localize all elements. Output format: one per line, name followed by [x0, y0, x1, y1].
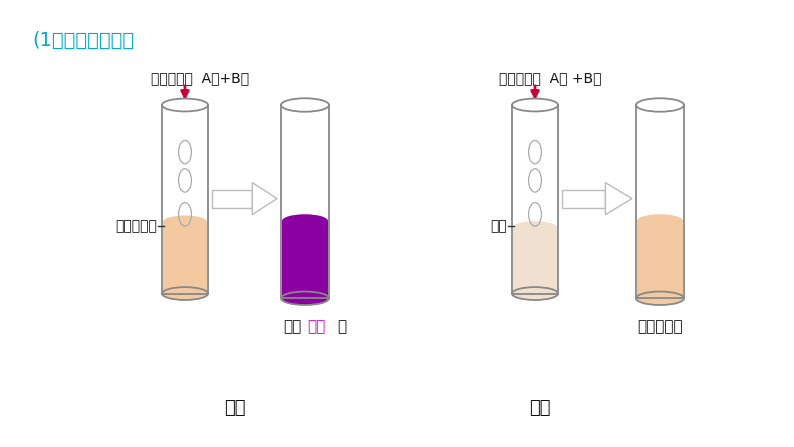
Ellipse shape	[512, 98, 558, 111]
Ellipse shape	[636, 98, 684, 112]
Bar	[163, 222, 207, 294]
Text: 清水: 清水	[490, 219, 507, 233]
Text: （变: （变	[283, 320, 301, 334]
Bar	[281, 105, 329, 298]
Ellipse shape	[637, 291, 683, 305]
Ellipse shape	[281, 291, 329, 305]
Ellipse shape	[513, 221, 557, 234]
Bar	[162, 105, 208, 294]
Bar	[212, 190, 252, 207]
Ellipse shape	[163, 215, 207, 228]
Ellipse shape	[637, 214, 683, 228]
Ellipse shape	[162, 98, 208, 111]
Text: 紫色: 紫色	[307, 320, 326, 334]
Text: 双缩脲试剂  A液+B液: 双缩脲试剂 A液+B液	[151, 71, 249, 85]
Ellipse shape	[162, 287, 208, 300]
Text: 清水: 清水	[568, 190, 584, 203]
Bar	[512, 105, 558, 294]
Ellipse shape	[512, 287, 558, 300]
Ellipse shape	[636, 291, 684, 305]
Bar	[512, 105, 558, 294]
Polygon shape	[252, 183, 277, 215]
Text: 甲管: 甲管	[224, 399, 246, 417]
Bar	[282, 221, 328, 298]
Bar	[162, 105, 208, 294]
Text: 双缩脲试剂  A液 +B液: 双缩脲试剂 A液 +B液	[499, 71, 601, 85]
Ellipse shape	[282, 291, 328, 305]
Text: 乙管: 乙管	[530, 399, 551, 417]
Text: （不变色）: （不变色）	[638, 320, 683, 334]
Bar	[636, 105, 684, 298]
Ellipse shape	[163, 287, 207, 300]
Text: 蛋清稀释液: 蛋清稀释液	[115, 219, 157, 233]
Bar	[636, 105, 684, 298]
Ellipse shape	[513, 287, 557, 300]
Bar	[513, 228, 557, 294]
Text: (1）蛋白质的检测: (1）蛋白质的检测	[32, 30, 134, 50]
Ellipse shape	[282, 214, 328, 228]
Polygon shape	[605, 183, 632, 215]
Bar	[562, 190, 605, 207]
Text: ）: ）	[337, 320, 346, 334]
Bar	[637, 221, 683, 298]
Ellipse shape	[281, 98, 329, 112]
Bar	[281, 105, 329, 298]
